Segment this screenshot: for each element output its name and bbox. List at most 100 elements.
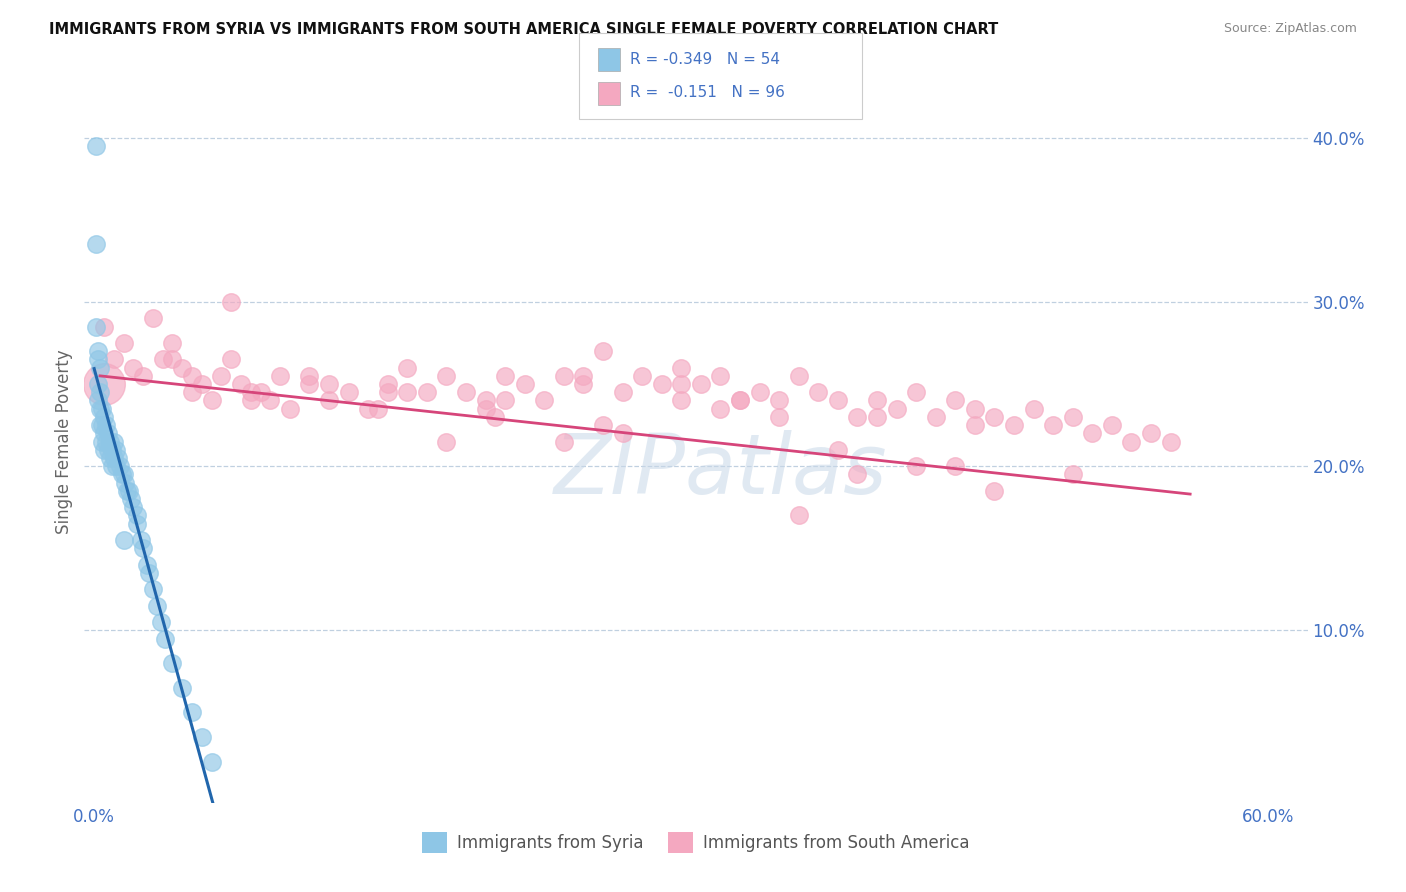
Point (377, 385, 399, 400)
Point (149, 615, 172, 630)
Point (612, 385, 634, 400)
Point (846, 467, 869, 482)
Point (127, 516, 149, 531)
Point (905, 459, 928, 474)
Point (129, 533, 152, 547)
Point (454, 385, 477, 400)
Point (259, 393, 281, 408)
Point (87, 344, 110, 359)
Point (494, 393, 516, 408)
Point (709, 368, 731, 383)
Text: Source: ZipAtlas.com: Source: ZipAtlas.com (1223, 22, 1357, 36)
Point (87, 377, 110, 392)
Point (671, 360, 693, 375)
Point (112, 533, 135, 547)
Point (107, 450, 129, 465)
Point (1022, 401, 1045, 416)
Point (572, 377, 595, 392)
Point (229, 377, 252, 392)
Point (142, 582, 165, 597)
Point (1140, 426, 1163, 441)
Point (89, 401, 111, 416)
Point (89, 360, 111, 375)
Point (768, 393, 790, 408)
Point (87, 352, 110, 367)
Point (396, 360, 419, 375)
Point (377, 377, 399, 392)
Point (983, 483, 1005, 498)
Point (162, 657, 184, 671)
Point (103, 450, 125, 465)
Point (84, 139, 107, 153)
Point (484, 409, 506, 424)
Point (963, 418, 986, 433)
Point (298, 377, 321, 392)
Point (112, 336, 135, 351)
Legend: Immigrants from Syria, Immigrants from South America: Immigrants from Syria, Immigrants from S… (415, 826, 977, 860)
Point (181, 706, 204, 720)
Point (103, 352, 125, 367)
Point (93, 319, 115, 334)
Point (1101, 418, 1123, 433)
Point (112, 467, 135, 482)
Point (87, 393, 110, 408)
Point (97, 442, 120, 457)
Point (474, 393, 496, 408)
Point (162, 352, 184, 367)
Point (671, 377, 693, 392)
Point (219, 352, 242, 367)
Point (1002, 418, 1025, 433)
Point (146, 599, 169, 613)
Point (533, 393, 555, 408)
Point (209, 368, 232, 383)
Point (553, 368, 575, 383)
Point (152, 352, 174, 367)
Point (108, 459, 131, 474)
Point (93, 442, 115, 457)
Point (110, 467, 132, 482)
Point (689, 377, 711, 392)
Point (93, 377, 115, 392)
Point (191, 730, 214, 744)
Point (943, 459, 966, 474)
Point (592, 344, 614, 359)
Point (93, 409, 115, 424)
Point (396, 385, 419, 400)
Point (318, 377, 340, 392)
Point (553, 434, 575, 449)
Point (367, 401, 389, 416)
Point (357, 401, 380, 416)
Point (104, 459, 127, 474)
Point (98, 450, 121, 465)
Point (89, 385, 111, 400)
Point (122, 360, 145, 375)
Point (84, 237, 107, 252)
Point (827, 393, 849, 408)
Point (191, 377, 214, 392)
Point (1062, 409, 1084, 424)
Point (416, 385, 439, 400)
Point (436, 434, 458, 449)
Point (103, 434, 125, 449)
Point (612, 426, 634, 441)
Point (748, 385, 770, 400)
Point (592, 418, 614, 433)
Point (1042, 418, 1064, 433)
Point (474, 401, 496, 416)
Point (84, 319, 107, 334)
Point (136, 558, 159, 572)
Point (153, 632, 176, 646)
Point (1121, 434, 1143, 449)
Point (100, 442, 122, 457)
Point (866, 393, 889, 408)
Point (846, 409, 869, 424)
Point (98, 434, 121, 449)
Point (132, 368, 155, 383)
Point (138, 566, 160, 580)
Point (249, 385, 271, 400)
Point (1062, 467, 1084, 482)
Point (239, 393, 262, 408)
Point (181, 368, 204, 383)
Point (120, 491, 142, 506)
Point (114, 475, 136, 490)
